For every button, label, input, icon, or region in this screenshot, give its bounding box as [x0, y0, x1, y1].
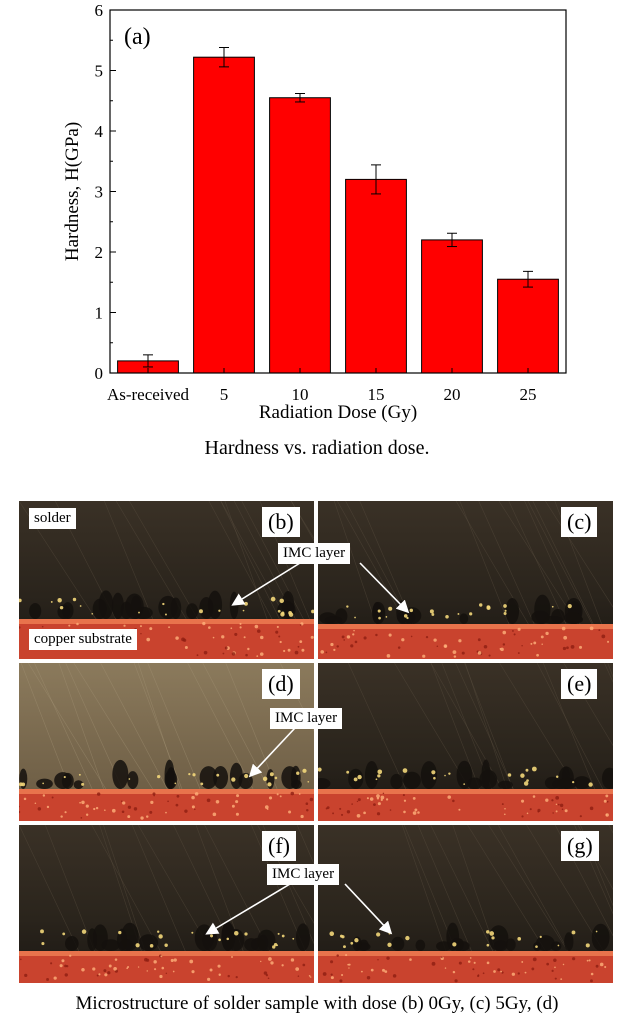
solder-label: solder — [29, 508, 76, 529]
bar-4 — [421, 239, 483, 374]
y-tick-label-3: 3 — [95, 183, 104, 202]
panel-label-d: (d) — [262, 669, 300, 699]
panel-label-c: (c) — [561, 507, 598, 537]
x-tick-label-1: 5 — [220, 385, 229, 404]
imc-layer-label-3: IMC layer — [267, 864, 340, 885]
panel-label-f: (f) — [262, 831, 296, 861]
y-tick-label-2: 2 — [95, 243, 104, 262]
y-tick-label-6: 6 — [95, 1, 104, 20]
imc-layer-label-1: IMC layer — [278, 543, 351, 564]
imc-layer-label-2: IMC layer — [270, 708, 343, 729]
panel-label-a: (a) — [124, 24, 151, 50]
micrograph-caption: Microstructure of solder sample with dos… — [75, 993, 559, 1014]
y-tick-label-4: 4 — [95, 122, 104, 141]
bar-1 — [193, 56, 255, 374]
hardness-bar-chart: As-received 5 10 15 20 25 0 1 2 3 4 5 6 Hardness, H(G… — [62, 1, 567, 423]
x-tick-label-0: As-received — [107, 385, 190, 404]
x-tick-label-3: 15 — [368, 385, 385, 404]
x-tick-label-5: 25 — [520, 385, 537, 404]
y-tick-label-0: 0 — [95, 364, 104, 383]
x-tick-label-2: 10 — [292, 385, 309, 404]
y-tick-label-1: 1 — [95, 304, 104, 323]
y-axis-label: Hardness, H(GPa) — [62, 122, 83, 261]
bar-2 — [269, 97, 331, 374]
bar-5 — [497, 278, 559, 374]
copper-substrate-label: copper substrate — [29, 629, 137, 650]
bar-3 — [345, 178, 407, 374]
panel-label-b: (b) — [262, 507, 300, 537]
x-axis-label: Radiation Dose (Gy) — [259, 402, 417, 423]
x-tick-label-4: 20 — [444, 385, 461, 404]
y-tick-label-5: 5 — [95, 62, 104, 81]
panel-label-e: (e) — [561, 669, 598, 699]
panel-label-g: (g) — [561, 831, 599, 861]
chart-caption: Hardness vs. radiation dose. — [204, 437, 430, 459]
